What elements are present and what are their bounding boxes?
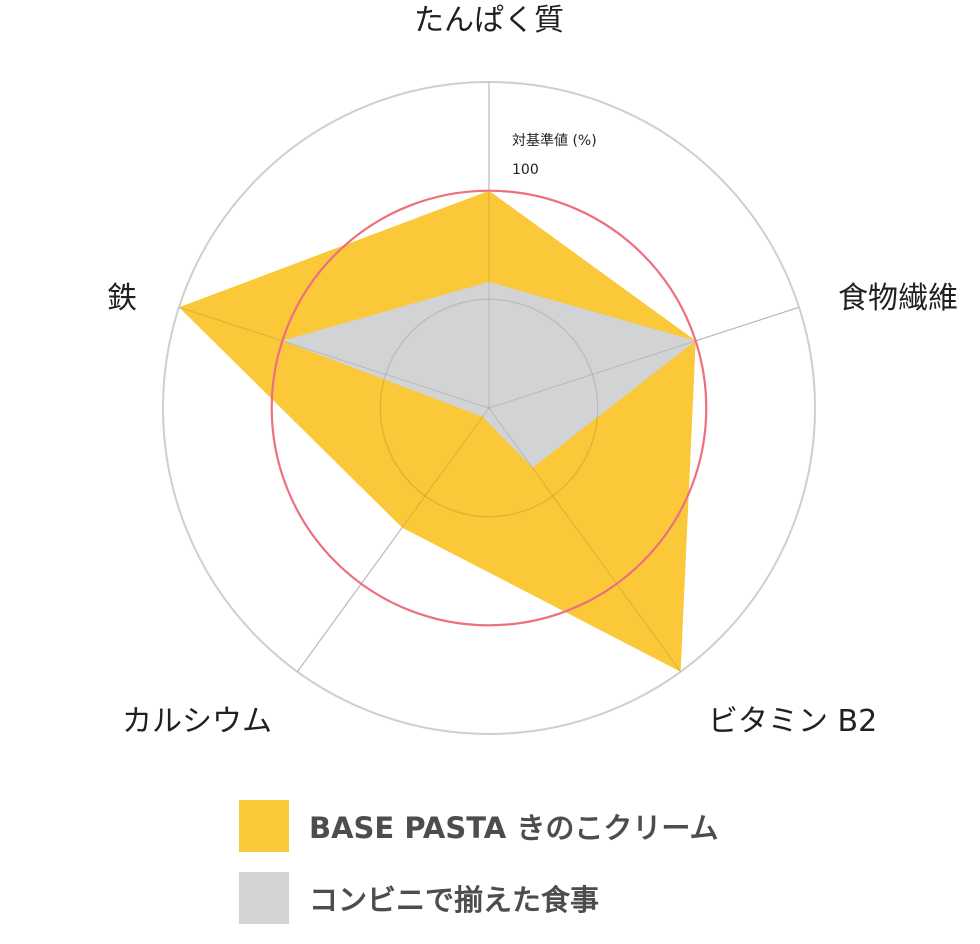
axis-spoke-overlay-4 — [178, 306, 490, 409]
legend-swatch-konbini — [239, 872, 289, 924]
axis-spoke-overlay-3 — [296, 407, 490, 673]
axis-label-calcium: カルシウム — [122, 704, 272, 739]
scale-reference-label: 100 — [512, 162, 539, 178]
axis-spoke-overlay-2 — [488, 407, 682, 673]
legend-item-base-pasta: BASE PASTA きのこクリーム — [239, 800, 839, 852]
legend-item-konbini: コンビニで揃えた食事 — [239, 872, 839, 924]
axis-label-protein: たんぱく質 — [414, 3, 564, 38]
series-base-pasta-area — [179, 190, 696, 672]
reference-100-ring — [270, 189, 708, 627]
scale-title: 対基準値 (%) — [512, 132, 597, 149]
legend-label-konbini: コンビニで揃えた食事 — [309, 883, 600, 917]
legend-swatch-base-pasta — [239, 800, 289, 852]
legend: BASE PASTA きのこクリーム コンビニで揃えた食事 — [239, 800, 839, 944]
grid-ring-inner-overlay — [379, 298, 599, 518]
axis-label-iron: 鉄 — [107, 281, 137, 316]
series-konbini-area — [282, 281, 696, 468]
axis-label-vitamin-b2: ビタミン B2 — [708, 704, 877, 739]
radar-chart: 対基準値 (%) 100 たんぱく質 食物繊維 ビタミン B2 カルシウム 鉄 — [107, 3, 958, 739]
axis-spoke-overlay-1 — [488, 306, 800, 409]
axis-label-fiber: 食物繊維 — [838, 281, 958, 316]
legend-label-base-pasta: BASE PASTA きのこクリーム — [309, 811, 719, 845]
